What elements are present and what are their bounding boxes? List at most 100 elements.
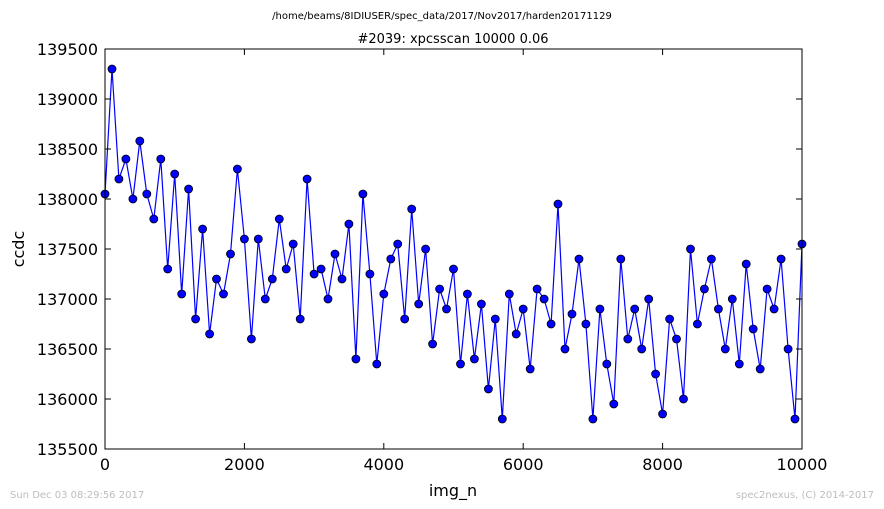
data-point	[497, 414, 507, 424]
y-tick-label: 137500	[37, 240, 98, 259]
chart-title: #2039: xpcsscan 10000 0.06	[357, 32, 548, 47]
data-point	[295, 314, 305, 324]
data-point	[219, 289, 228, 299]
data-point	[532, 284, 542, 294]
data-point	[658, 409, 667, 419]
data-point	[483, 384, 493, 394]
data-point	[393, 239, 403, 249]
y-tick-label: 136500	[37, 340, 98, 359]
data-point	[720, 344, 730, 354]
data-point	[351, 354, 361, 364]
x-tick-label: 8000	[642, 455, 683, 474]
data-point	[588, 414, 598, 424]
x-tick-label: 6000	[503, 455, 544, 474]
y-axis-label: ccdc	[9, 231, 28, 268]
data-point	[128, 194, 138, 204]
data-point	[630, 304, 640, 314]
data-point	[170, 169, 180, 179]
data-point	[281, 264, 291, 274]
data-point	[686, 244, 695, 254]
data-point	[469, 354, 479, 364]
data-point	[365, 269, 375, 279]
data-point	[665, 314, 674, 324]
data-point	[539, 294, 549, 304]
data-point	[379, 289, 389, 299]
data-point	[623, 334, 633, 344]
data-point	[679, 394, 688, 404]
data-point	[421, 244, 431, 254]
data-point	[693, 319, 702, 329]
y-tick-label: 139000	[37, 90, 98, 109]
data-point	[246, 334, 256, 344]
data-point	[149, 214, 159, 224]
y-tick-label: 136000	[37, 390, 98, 409]
data-point	[135, 136, 145, 146]
data-point	[776, 254, 786, 264]
data-point	[372, 359, 382, 369]
footer-timestamp: Sun Dec 03 08:29:56 2017	[10, 490, 144, 501]
data-point	[205, 329, 215, 339]
data-point	[316, 264, 326, 274]
y-tick-label: 137000	[37, 290, 98, 309]
data-point	[595, 304, 605, 314]
data-point	[741, 259, 751, 269]
data-point	[672, 334, 681, 344]
data-point	[428, 339, 438, 349]
data-point	[567, 309, 577, 319]
x-tick-label: 2000	[224, 455, 265, 474]
data-point	[309, 269, 319, 279]
data-point	[253, 234, 263, 244]
data-point	[714, 304, 723, 314]
y-tick-label: 135500	[37, 440, 98, 459]
data-point	[644, 294, 654, 304]
data-point	[762, 284, 772, 294]
data-point	[400, 314, 410, 324]
data-point	[198, 224, 208, 234]
y-tick-label: 138500	[37, 140, 98, 159]
data-point	[267, 274, 277, 284]
data-point	[707, 254, 716, 264]
data-point	[232, 164, 242, 174]
data-point	[637, 344, 647, 354]
data-point	[456, 359, 465, 369]
data-point	[121, 154, 131, 164]
data-point	[323, 294, 333, 304]
plot-layer	[100, 64, 807, 424]
data-point	[727, 294, 737, 304]
data-point	[344, 219, 354, 229]
data-point	[449, 264, 458, 274]
data-point	[330, 249, 340, 259]
data-point	[407, 204, 417, 214]
footer-credit: spec2nexus, (C) 2014-2017	[736, 490, 874, 501]
data-point	[700, 284, 709, 294]
data-point	[302, 174, 312, 184]
data-point	[288, 239, 298, 249]
data-point	[177, 289, 187, 299]
data-point	[609, 399, 619, 409]
data-point	[414, 299, 424, 309]
data-point	[142, 189, 152, 199]
x-tick-label: 0	[100, 455, 110, 474]
data-point	[163, 264, 173, 274]
data-point	[734, 359, 744, 369]
data-point	[184, 184, 194, 194]
data-point	[107, 64, 117, 74]
tick-layer: 0 2000 4000 6000 8000 10000 135500 136000 136500…	[37, 40, 828, 474]
chart-suptitle: /home/beams/8IDIUSER/spec_data/2017/Nov2…	[272, 11, 612, 22]
x-tick-label: 10000	[777, 455, 828, 474]
data-point	[226, 249, 235, 259]
data-point	[602, 359, 612, 369]
data-point	[358, 189, 368, 199]
data-point	[490, 314, 500, 324]
data-point	[212, 274, 221, 284]
data-point	[337, 274, 347, 284]
data-point	[790, 414, 800, 424]
data-point	[651, 369, 660, 379]
data-point	[476, 299, 486, 309]
data-point	[783, 344, 793, 354]
data-point	[553, 199, 563, 209]
data-point	[581, 319, 591, 329]
data-point	[239, 234, 249, 244]
data-point	[525, 364, 535, 374]
data-point	[274, 214, 284, 224]
